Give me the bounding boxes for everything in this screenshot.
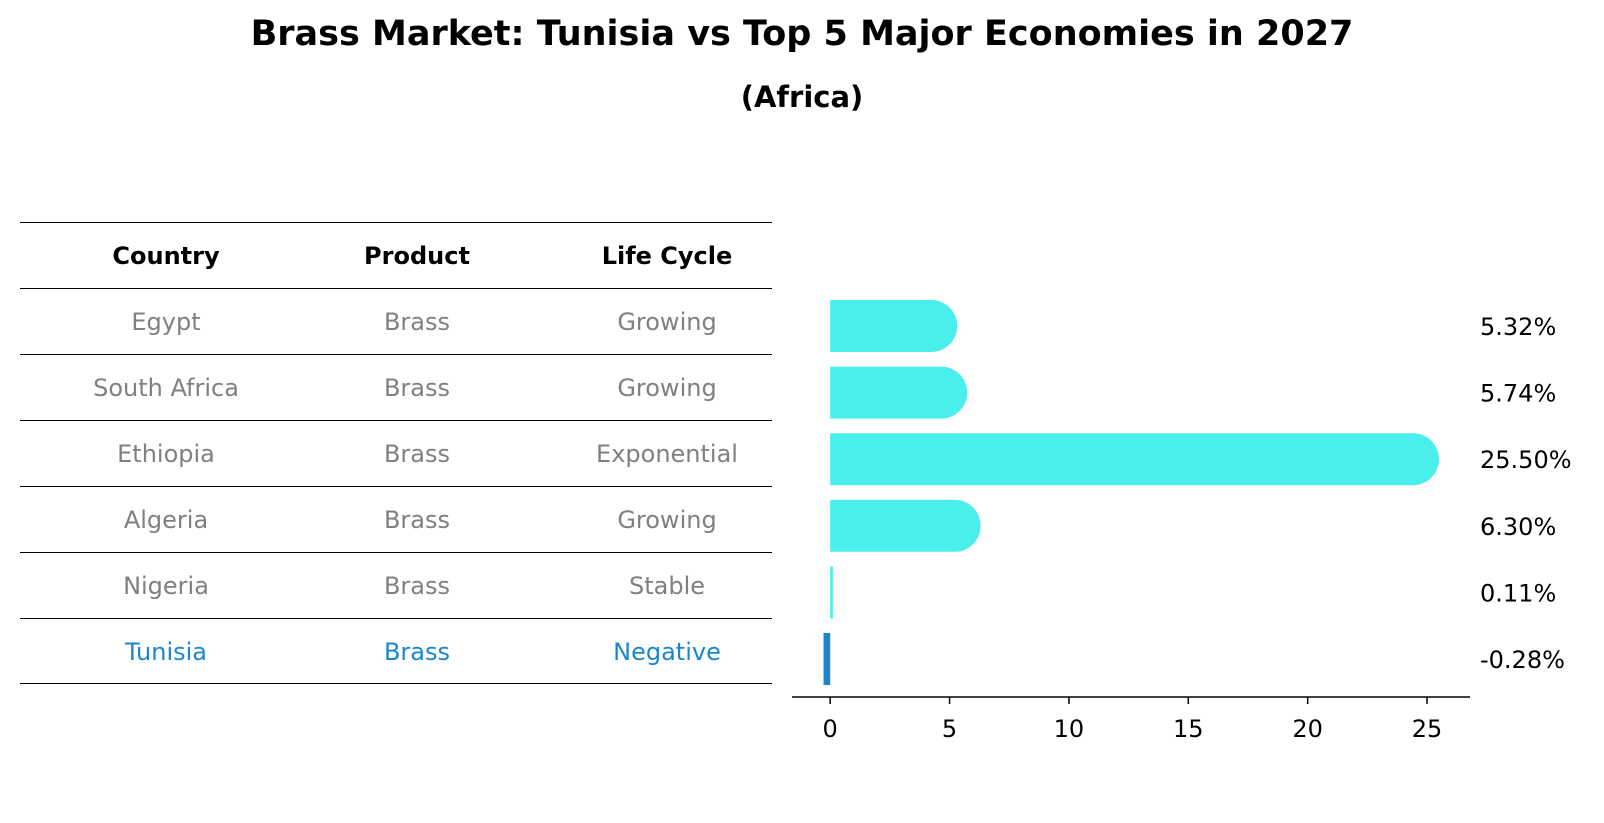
bar-dot [823, 652, 831, 660]
bar-dot [823, 633, 831, 641]
cell-country: Egypt [131, 308, 201, 336]
table-row: Algeria Brass Growing [20, 486, 772, 552]
value-label: 6.30% [1480, 513, 1556, 541]
table-row-highlight: Tunisia Brass Negative [20, 618, 772, 684]
value-label: 0.11% [1480, 579, 1556, 607]
cell-product: Brass [383, 374, 451, 402]
cell-product: Brass [383, 506, 451, 534]
cell-product: Brass [383, 440, 451, 468]
table-row: South Africa Brass Growing [20, 354, 772, 420]
x-tick-label: 5 [942, 715, 957, 743]
value-label: 5.74% [1480, 380, 1556, 408]
x-tick-label: 15 [1173, 715, 1204, 743]
data-table: Country Product Life Cycle Egypt Brass G… [20, 222, 772, 684]
cell-life-cycle: Exponential [596, 440, 738, 468]
value-label: 5.32% [1480, 313, 1556, 341]
x-tick-label: 0 [823, 715, 838, 743]
bar-dot [823, 677, 831, 685]
cell-life-cycle: Growing [617, 374, 717, 402]
cell-life-cycle: Growing [617, 308, 717, 336]
cell-country: South Africa [93, 374, 239, 402]
bar-dot [823, 671, 831, 678]
cell-life-cycle: Negative [613, 638, 721, 666]
table-header-row: Country Product Life Cycle [20, 222, 772, 288]
chart-subtitle: (Africa) [740, 80, 864, 114]
cell-country: Tunisia [125, 638, 207, 666]
bar-ethiopia [830, 433, 1439, 486]
cell-country: Nigeria [123, 572, 209, 600]
header-country: Country [112, 242, 220, 270]
bar-algeria [830, 499, 981, 552]
bar-dot [823, 646, 831, 653]
table-row: Ethiopia Brass Exponential [20, 420, 772, 486]
table-row: Nigeria Brass Stable [20, 552, 772, 618]
bar-dot [823, 665, 831, 672]
value-label: 25.50% [1480, 446, 1572, 474]
x-tick-label: 25 [1412, 715, 1443, 743]
header-life-cycle: Life Cycle [601, 242, 733, 270]
table-row: Egypt Brass Growing [20, 288, 772, 354]
x-tick-label: 10 [1054, 715, 1085, 743]
bar-south-africa [830, 366, 968, 419]
cell-country: Ethiopia [117, 440, 215, 468]
bar-egypt [830, 300, 958, 352]
cell-life-cycle: Growing [617, 506, 717, 534]
value-label: -0.28% [1480, 646, 1565, 674]
cell-product: Brass [383, 572, 451, 600]
bar-nigeria [830, 566, 833, 619]
bar-dot [823, 640, 831, 647]
chart-title: Brass Market: Tunisia vs Top 5 Major Eco… [250, 14, 1354, 54]
cell-product: Brass [383, 308, 451, 336]
cell-country: Algeria [123, 506, 209, 534]
bar-dot [823, 658, 831, 666]
cell-life-cycle: Stable [628, 572, 706, 600]
cell-product: Brass [383, 638, 451, 666]
header-product: Product [364, 242, 470, 270]
x-tick-label: 20 [1292, 715, 1323, 743]
